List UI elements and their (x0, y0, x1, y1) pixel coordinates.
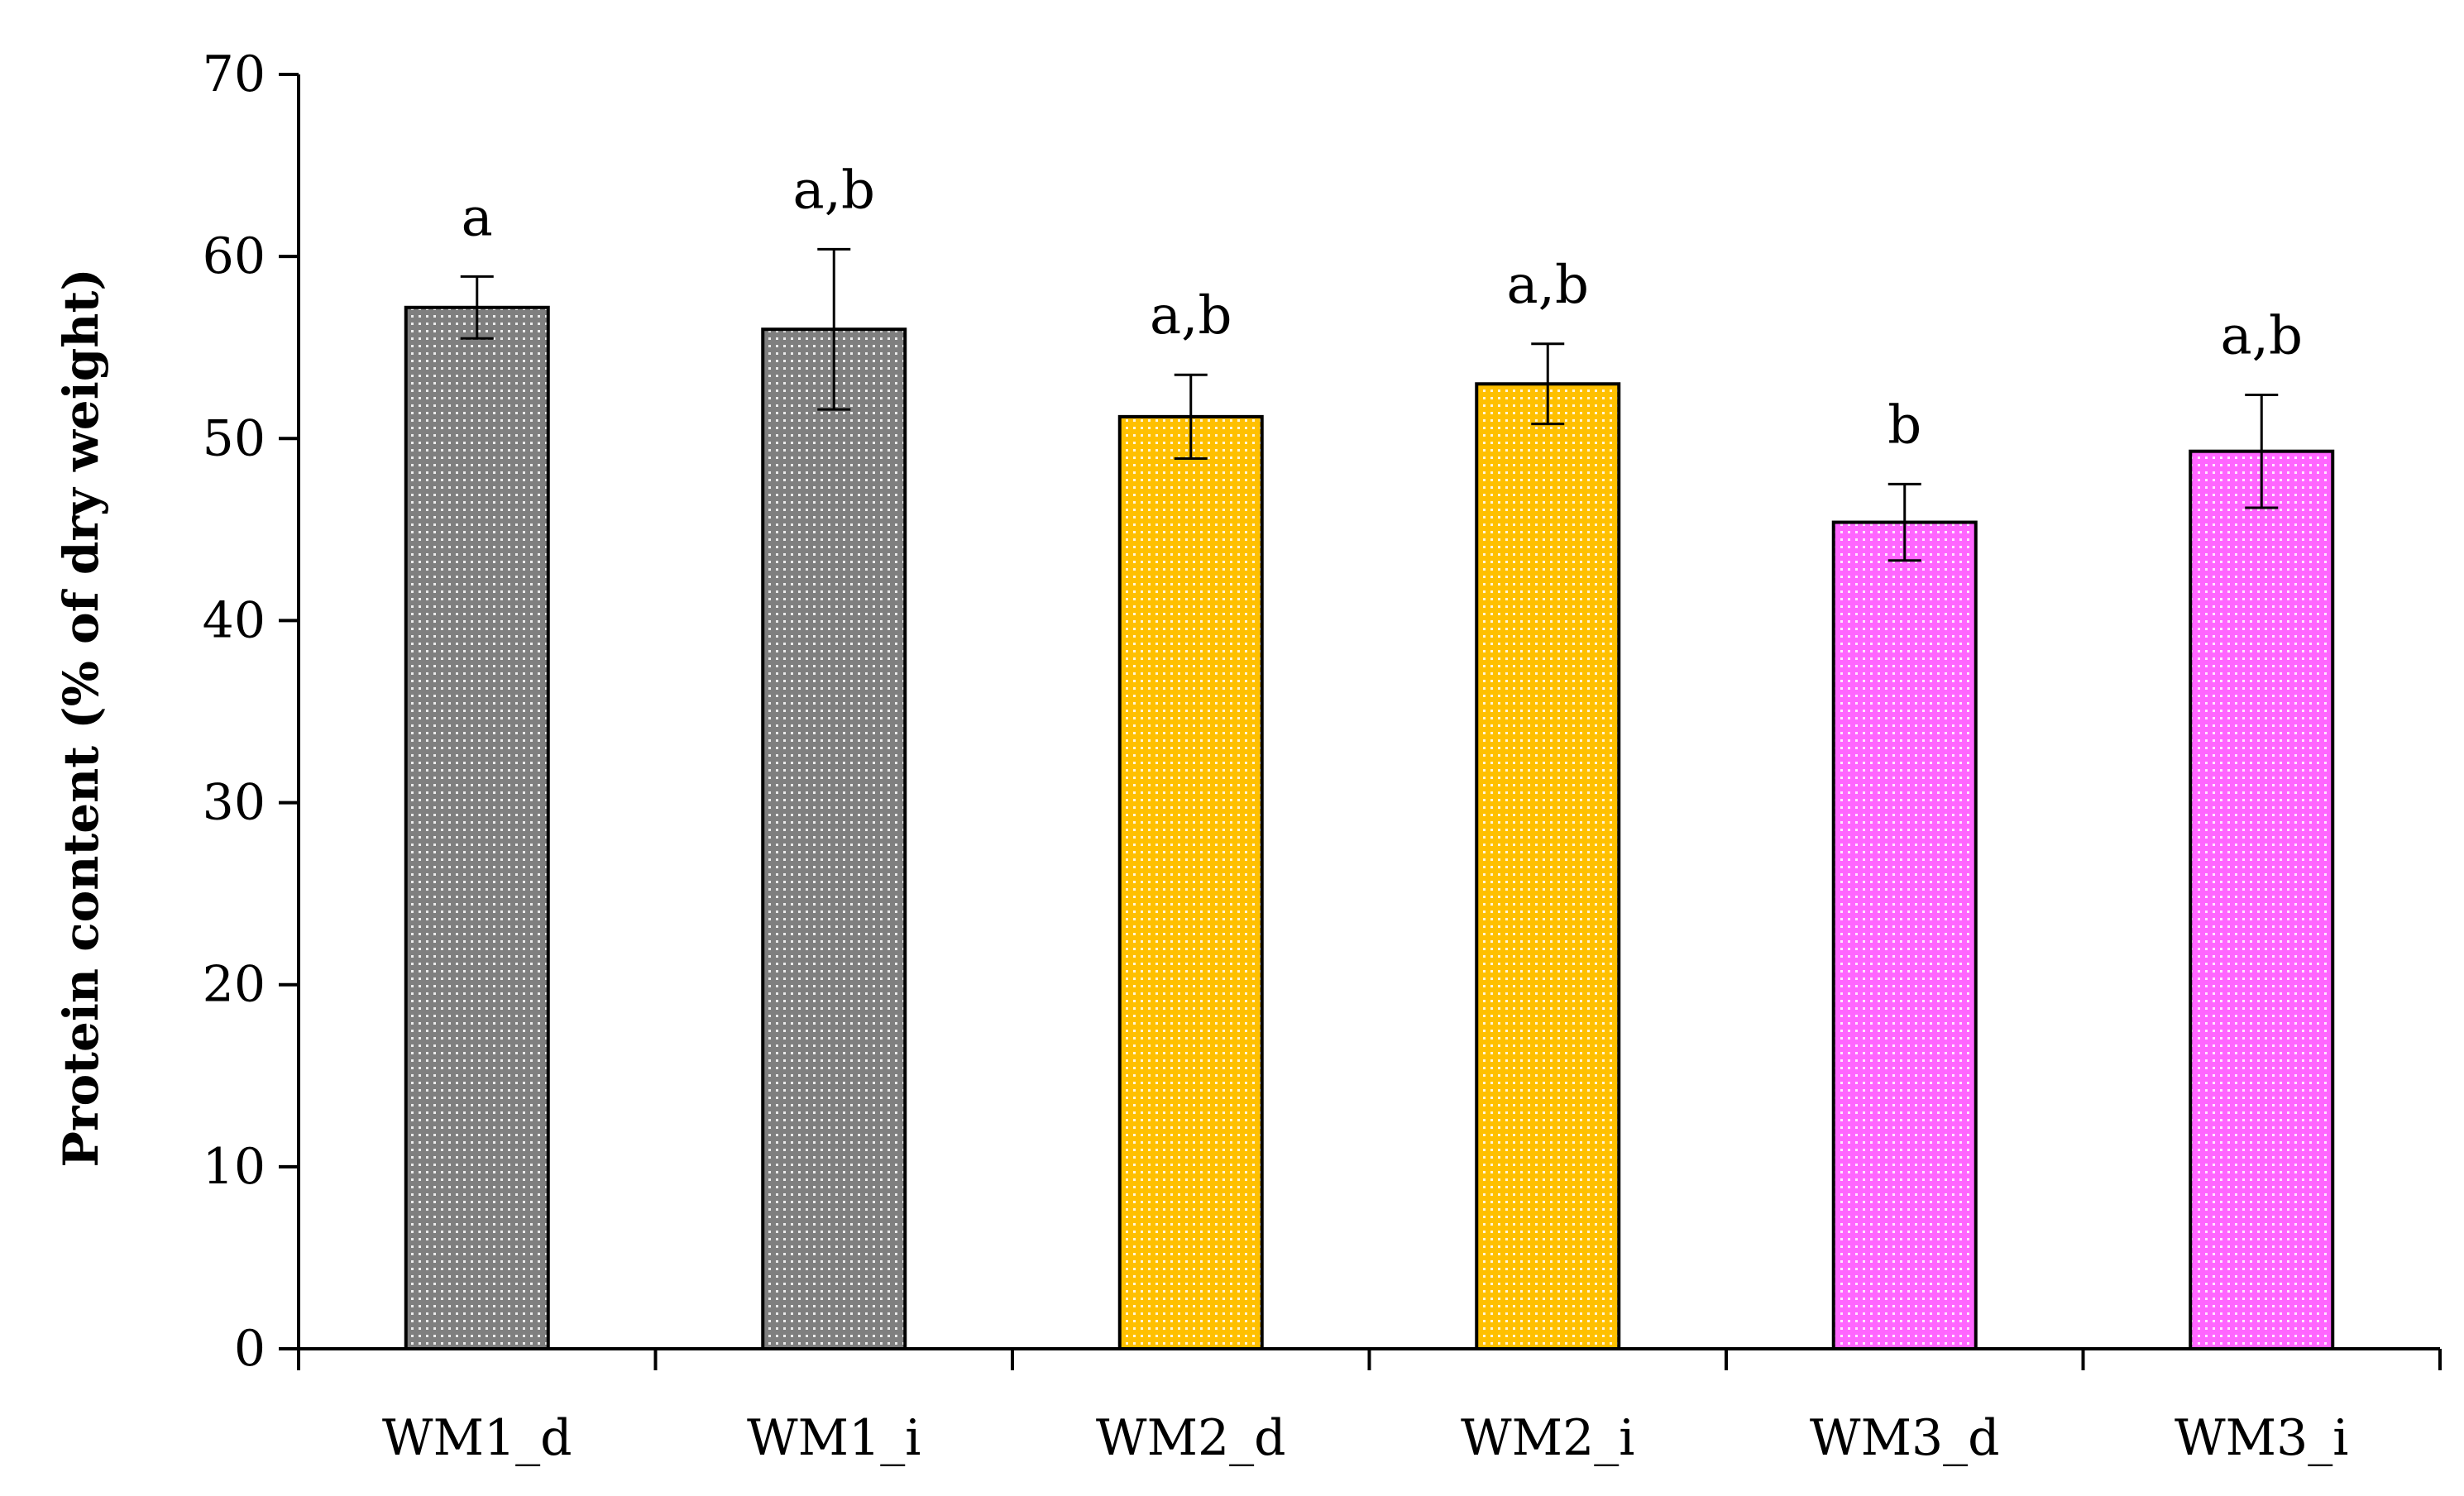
significance-label-WM3_i: a,b (2221, 305, 2303, 366)
significance-labels: a a,b a,b a,b b a,b (462, 160, 2303, 456)
bar-WM1_d (404, 305, 550, 1351)
x-tick-label-WM3_i: WM3_i (2175, 1409, 2348, 1467)
y-tick-label: 40 (203, 591, 266, 649)
bars (404, 305, 2335, 1351)
y-tick-label: 0 (234, 1320, 266, 1378)
y-tick-label: 10 (203, 1138, 266, 1196)
y-axis-title: Protein content (% of dry weight) (53, 268, 109, 1167)
category-labels: WM1_d WM1_i WM2_d WM2_i WM3_d WM3_i (382, 1409, 2349, 1467)
y-tick-label: 30 (203, 774, 266, 832)
error-bars (460, 247, 2279, 562)
x-tick-label-WM2_i: WM2_i (1461, 1409, 1634, 1467)
significance-label-WM2_i: a,b (1507, 255, 1589, 316)
y-tick-label: 50 (203, 409, 266, 467)
significance-label-WM1_d: a (462, 187, 493, 248)
bar-WM2_i (1475, 382, 1621, 1351)
bar-WM1_i (761, 327, 907, 1351)
bar-WM3_i (2189, 449, 2335, 1351)
x-tick-label-WM3_d: WM3_d (1810, 1409, 2000, 1467)
x-axis (297, 1347, 2442, 1370)
x-tick-label-WM1_d: WM1_d (382, 1409, 572, 1467)
bar-WM3_d (1831, 520, 1978, 1350)
y-tick-label: 60 (203, 227, 266, 285)
bar-WM2_d (1117, 414, 1264, 1351)
x-tick-label-WM2_d: WM2_d (1096, 1409, 1286, 1467)
significance-label-WM1_i: a,b (793, 160, 875, 221)
y-tick-label: 20 (203, 956, 266, 1014)
x-tick-label-WM1_i: WM1_i (747, 1409, 921, 1467)
y-tick-label: 70 (203, 45, 266, 103)
significance-label-WM2_d: a,b (1150, 285, 1232, 347)
significance-label-WM3_d: b (1887, 394, 1921, 456)
y-axis-ticks: 0 10 20 30 40 50 60 70 (203, 45, 299, 1378)
